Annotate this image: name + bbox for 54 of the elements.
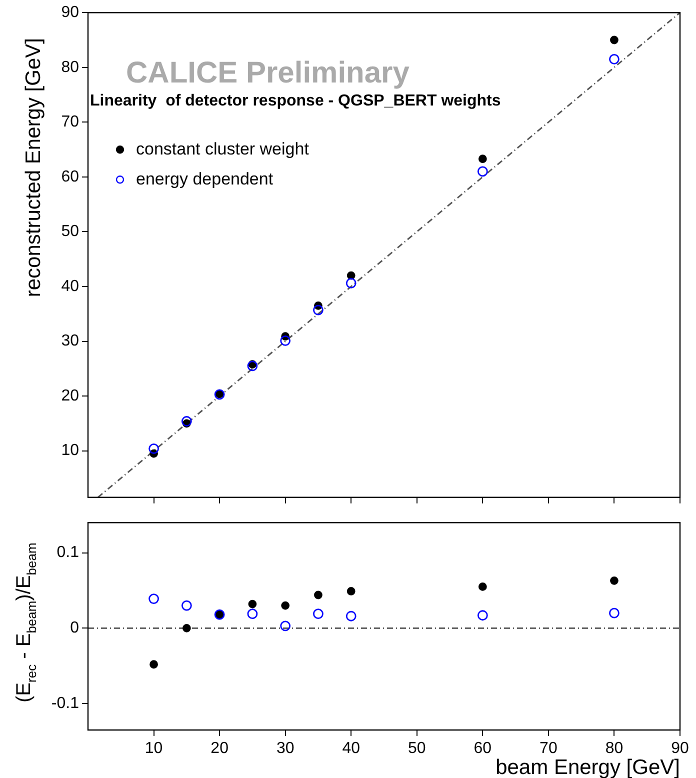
point [247,360,258,372]
x-tick-label: 50 [408,740,426,758]
point [610,36,618,44]
point [609,608,620,618]
y-tick-label: 0.1 [56,544,80,562]
point [181,600,192,611]
point [181,416,192,426]
x-tick-label: 20 [210,740,229,758]
annotation: CALICE Preliminary [126,56,410,90]
y-tick-label: 90 [61,4,80,22]
point [182,624,191,632]
point [248,600,257,608]
y-tick-label: 70 [61,114,80,131]
point [280,336,291,346]
point [280,620,291,632]
y-axis-title: (Erec - Ebeam)/Ebeam [13,542,39,702]
y-tick-label: 40 [61,278,80,295]
point [478,582,487,591]
y-tick-label: 60 [61,168,80,186]
y-tick-label: 50 [61,223,80,240]
point [609,54,620,64]
legend-label: energy dependent [136,170,274,189]
y-tick-label: 80 [61,58,80,76]
point [346,610,356,622]
point [477,610,488,621]
point [314,590,322,600]
x-tick-label: 70 [540,740,558,758]
x-axis-title: beam Energy [GeV] [496,756,680,778]
point [346,278,356,288]
point [148,443,159,454]
annotation: Linearity of detector response - QGSP_BERT weights [90,92,501,110]
point [313,608,324,620]
y-axis-title: reconstructed Energy [GeV] [22,38,45,298]
y-tick-label: 0 [70,620,80,637]
point [247,608,258,620]
point [313,304,324,316]
y-tick-label: 30 [61,332,80,350]
x-tick-label: 10 [144,740,163,758]
x-tick-label: 30 [276,740,294,758]
x-tick-label: 80 [605,740,624,758]
y-tick-label: 10 [61,442,80,460]
y-tick-label: -0.1 [51,695,80,712]
point [610,576,618,585]
point [281,601,290,610]
x-tick-label: 60 [474,740,492,758]
x-tick-label: 40 [342,740,360,758]
point [478,154,487,164]
point [346,587,356,596]
point [150,660,158,669]
point [477,166,488,177]
y-tick-label: 20 [61,387,80,404]
legend-label: constant cluster weight [136,140,310,159]
x-tick-label: 90 [671,740,689,758]
point [148,594,159,604]
